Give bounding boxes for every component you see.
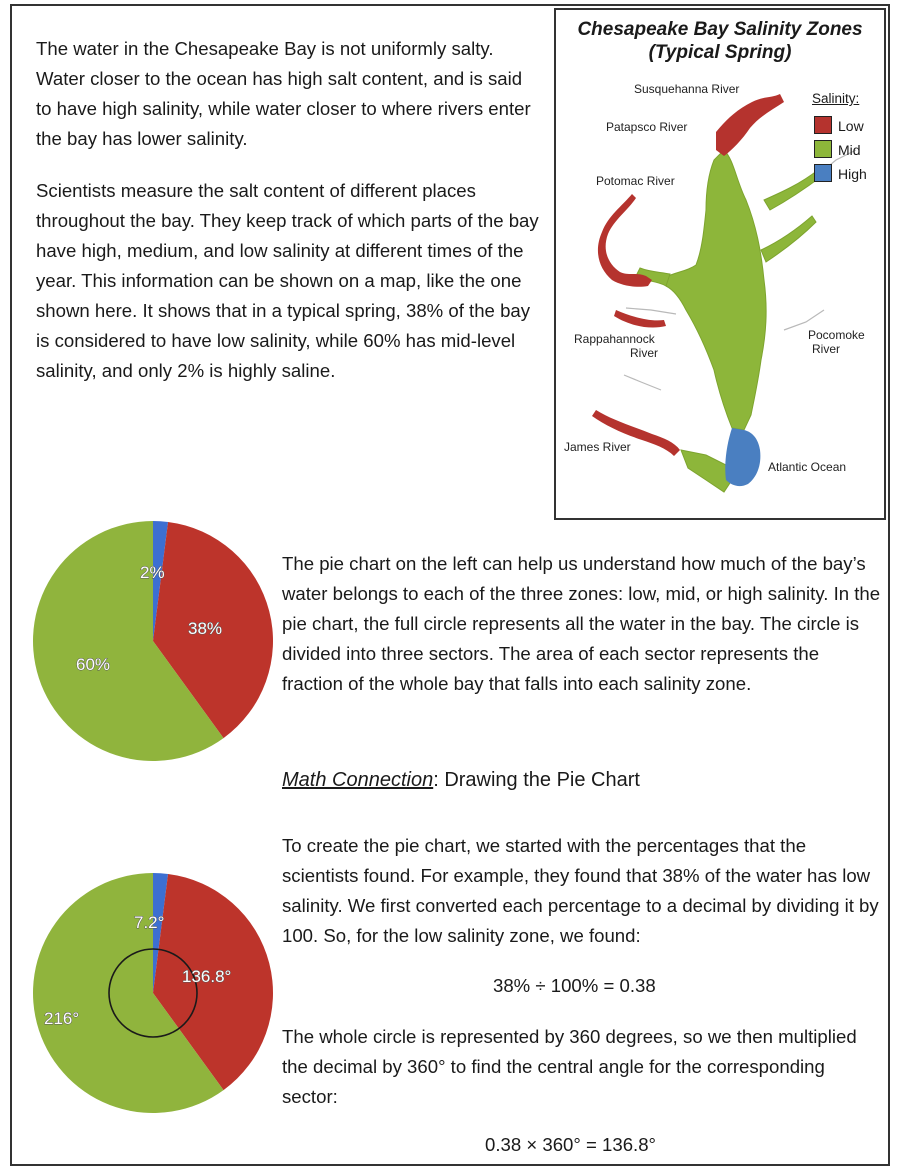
slice-label-mid: 216° <box>44 1009 79 1028</box>
salinity-map-figure: Chesapeake Bay Salinity Zones (Typical S… <box>554 8 886 520</box>
legend-high-label: High <box>838 166 867 182</box>
map-title: Chesapeake Bay Salinity Zones (Typical S… <box>556 18 884 64</box>
math-paragraph-1: To create the pie chart, we started with… <box>282 835 879 946</box>
mid-salinity-zone <box>663 149 767 431</box>
low-salinity-zone-james <box>592 410 680 456</box>
label-patapsco-river: Patapsco River <box>606 120 688 134</box>
pie-chart-explanation: The pie chart on the left can help us un… <box>282 553 881 694</box>
low-salinity-zone-north <box>716 94 784 156</box>
label-james-river: James River <box>564 440 631 454</box>
slice-mid <box>33 521 224 761</box>
slice-high <box>153 873 169 993</box>
slice-label-high: 7.2° <box>134 913 164 932</box>
label-rappahannock-line-1: Rappahannock <box>574 332 655 346</box>
intro-paragraph-1: The water in the Chesapeake Bay is not u… <box>36 38 531 149</box>
slice-label-high: 2% <box>140 563 165 582</box>
math-paragraph-2: The whole circle is represented by 360 d… <box>282 1026 857 1107</box>
map-title-line-2: (Typical Spring) <box>648 42 792 63</box>
math-connection-subtitle: : Drawing the Pie Chart <box>433 769 640 791</box>
slice-label-low: 136.8° <box>182 967 231 986</box>
math-connection-label: Math Connection <box>282 769 434 791</box>
equation-decimal: 38% ÷ 100% = 0.38 <box>493 975 656 996</box>
legend-low-label: Low <box>838 118 864 134</box>
legend-title: Salinity: <box>812 91 860 106</box>
legend-high-swatch <box>814 164 832 182</box>
central-angle-arc <box>108 948 198 1038</box>
legend-low-swatch <box>814 116 832 134</box>
legend-mid-label: Mid <box>838 142 861 158</box>
label-pocomoke-line-2: River <box>812 342 841 356</box>
slice-low <box>153 521 274 739</box>
slice-low <box>153 873 274 1091</box>
slice-high <box>153 521 169 641</box>
low-salinity-zone-potomac <box>597 194 652 287</box>
label-atlantic-ocean: Atlantic Ocean <box>768 460 847 474</box>
pie-chart-percentages: 2% 38% 60% <box>33 521 274 761</box>
label-potomac-river: Potomac River <box>596 174 675 188</box>
pie-chart-angles: 7.2° 136.8° 216° <box>33 873 274 1113</box>
page-frame <box>10 4 890 1166</box>
intro-paragraph-2: Scientists measure the salt content of d… <box>36 180 539 381</box>
math-connection-heading: Math Connection: Drawing the Pie Chart <box>282 769 640 792</box>
equation-angle: 0.38 × 360° = 136.8° <box>485 1134 656 1155</box>
legend-mid-swatch <box>814 140 832 158</box>
chesapeake-bay-map <box>592 94 857 493</box>
slice-label-low: 38% <box>188 619 222 638</box>
high-salinity-zone <box>725 428 761 487</box>
slice-mid <box>33 873 224 1113</box>
label-rappahannock-line-2: River <box>630 346 659 360</box>
label-susquehanna-river: Susquehanna River <box>634 82 740 96</box>
map-title-line-1: Chesapeake Bay Salinity Zones <box>577 19 863 40</box>
slice-label-mid: 60% <box>76 655 110 674</box>
label-pocomoke-line-1: Pocomoke <box>808 328 865 342</box>
